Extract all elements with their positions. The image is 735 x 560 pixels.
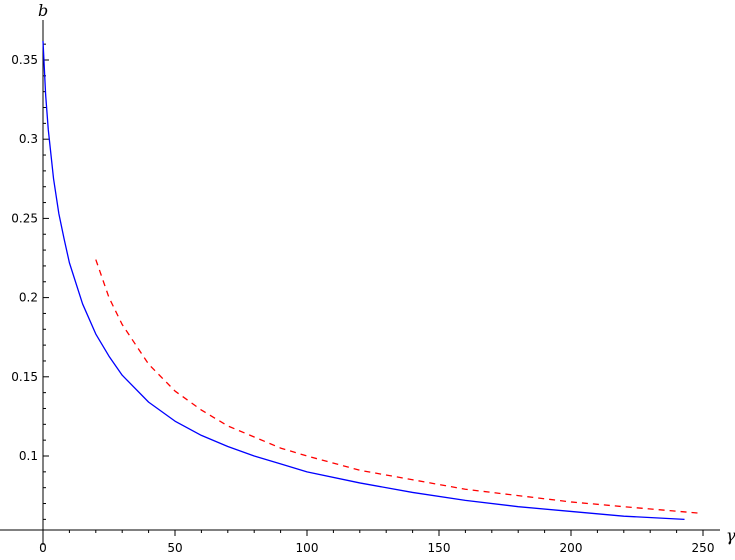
axes: 0 50 100 150 200 250 0.1 0.15 0.2 0.25 0.3 0.35 <box>0 20 720 555</box>
x-axis-label: γ <box>726 526 735 545</box>
y-tick-label: 0.3 <box>19 132 38 146</box>
x-tick-label: 150 <box>428 541 451 555</box>
y-tick-label: 0.1 <box>19 449 38 463</box>
series-layer <box>42 40 698 521</box>
y-tick-label: 0.15 <box>11 370 38 384</box>
y-tick-label: 0.35 <box>11 53 38 67</box>
x-tick-label: 0 <box>39 541 47 555</box>
x-tick-label: 200 <box>560 541 583 555</box>
x-tick-label: 250 <box>692 541 715 555</box>
y-tick-label: 0.25 <box>11 211 38 225</box>
dashed-red-series-line <box>95 259 698 514</box>
y-axis-label: b <box>38 1 48 20</box>
x-tick-label: 50 <box>167 541 182 555</box>
solid-blue-series-line <box>42 40 685 521</box>
x-tick-label: 100 <box>296 541 319 555</box>
y-tick-label: 0.2 <box>19 291 38 305</box>
